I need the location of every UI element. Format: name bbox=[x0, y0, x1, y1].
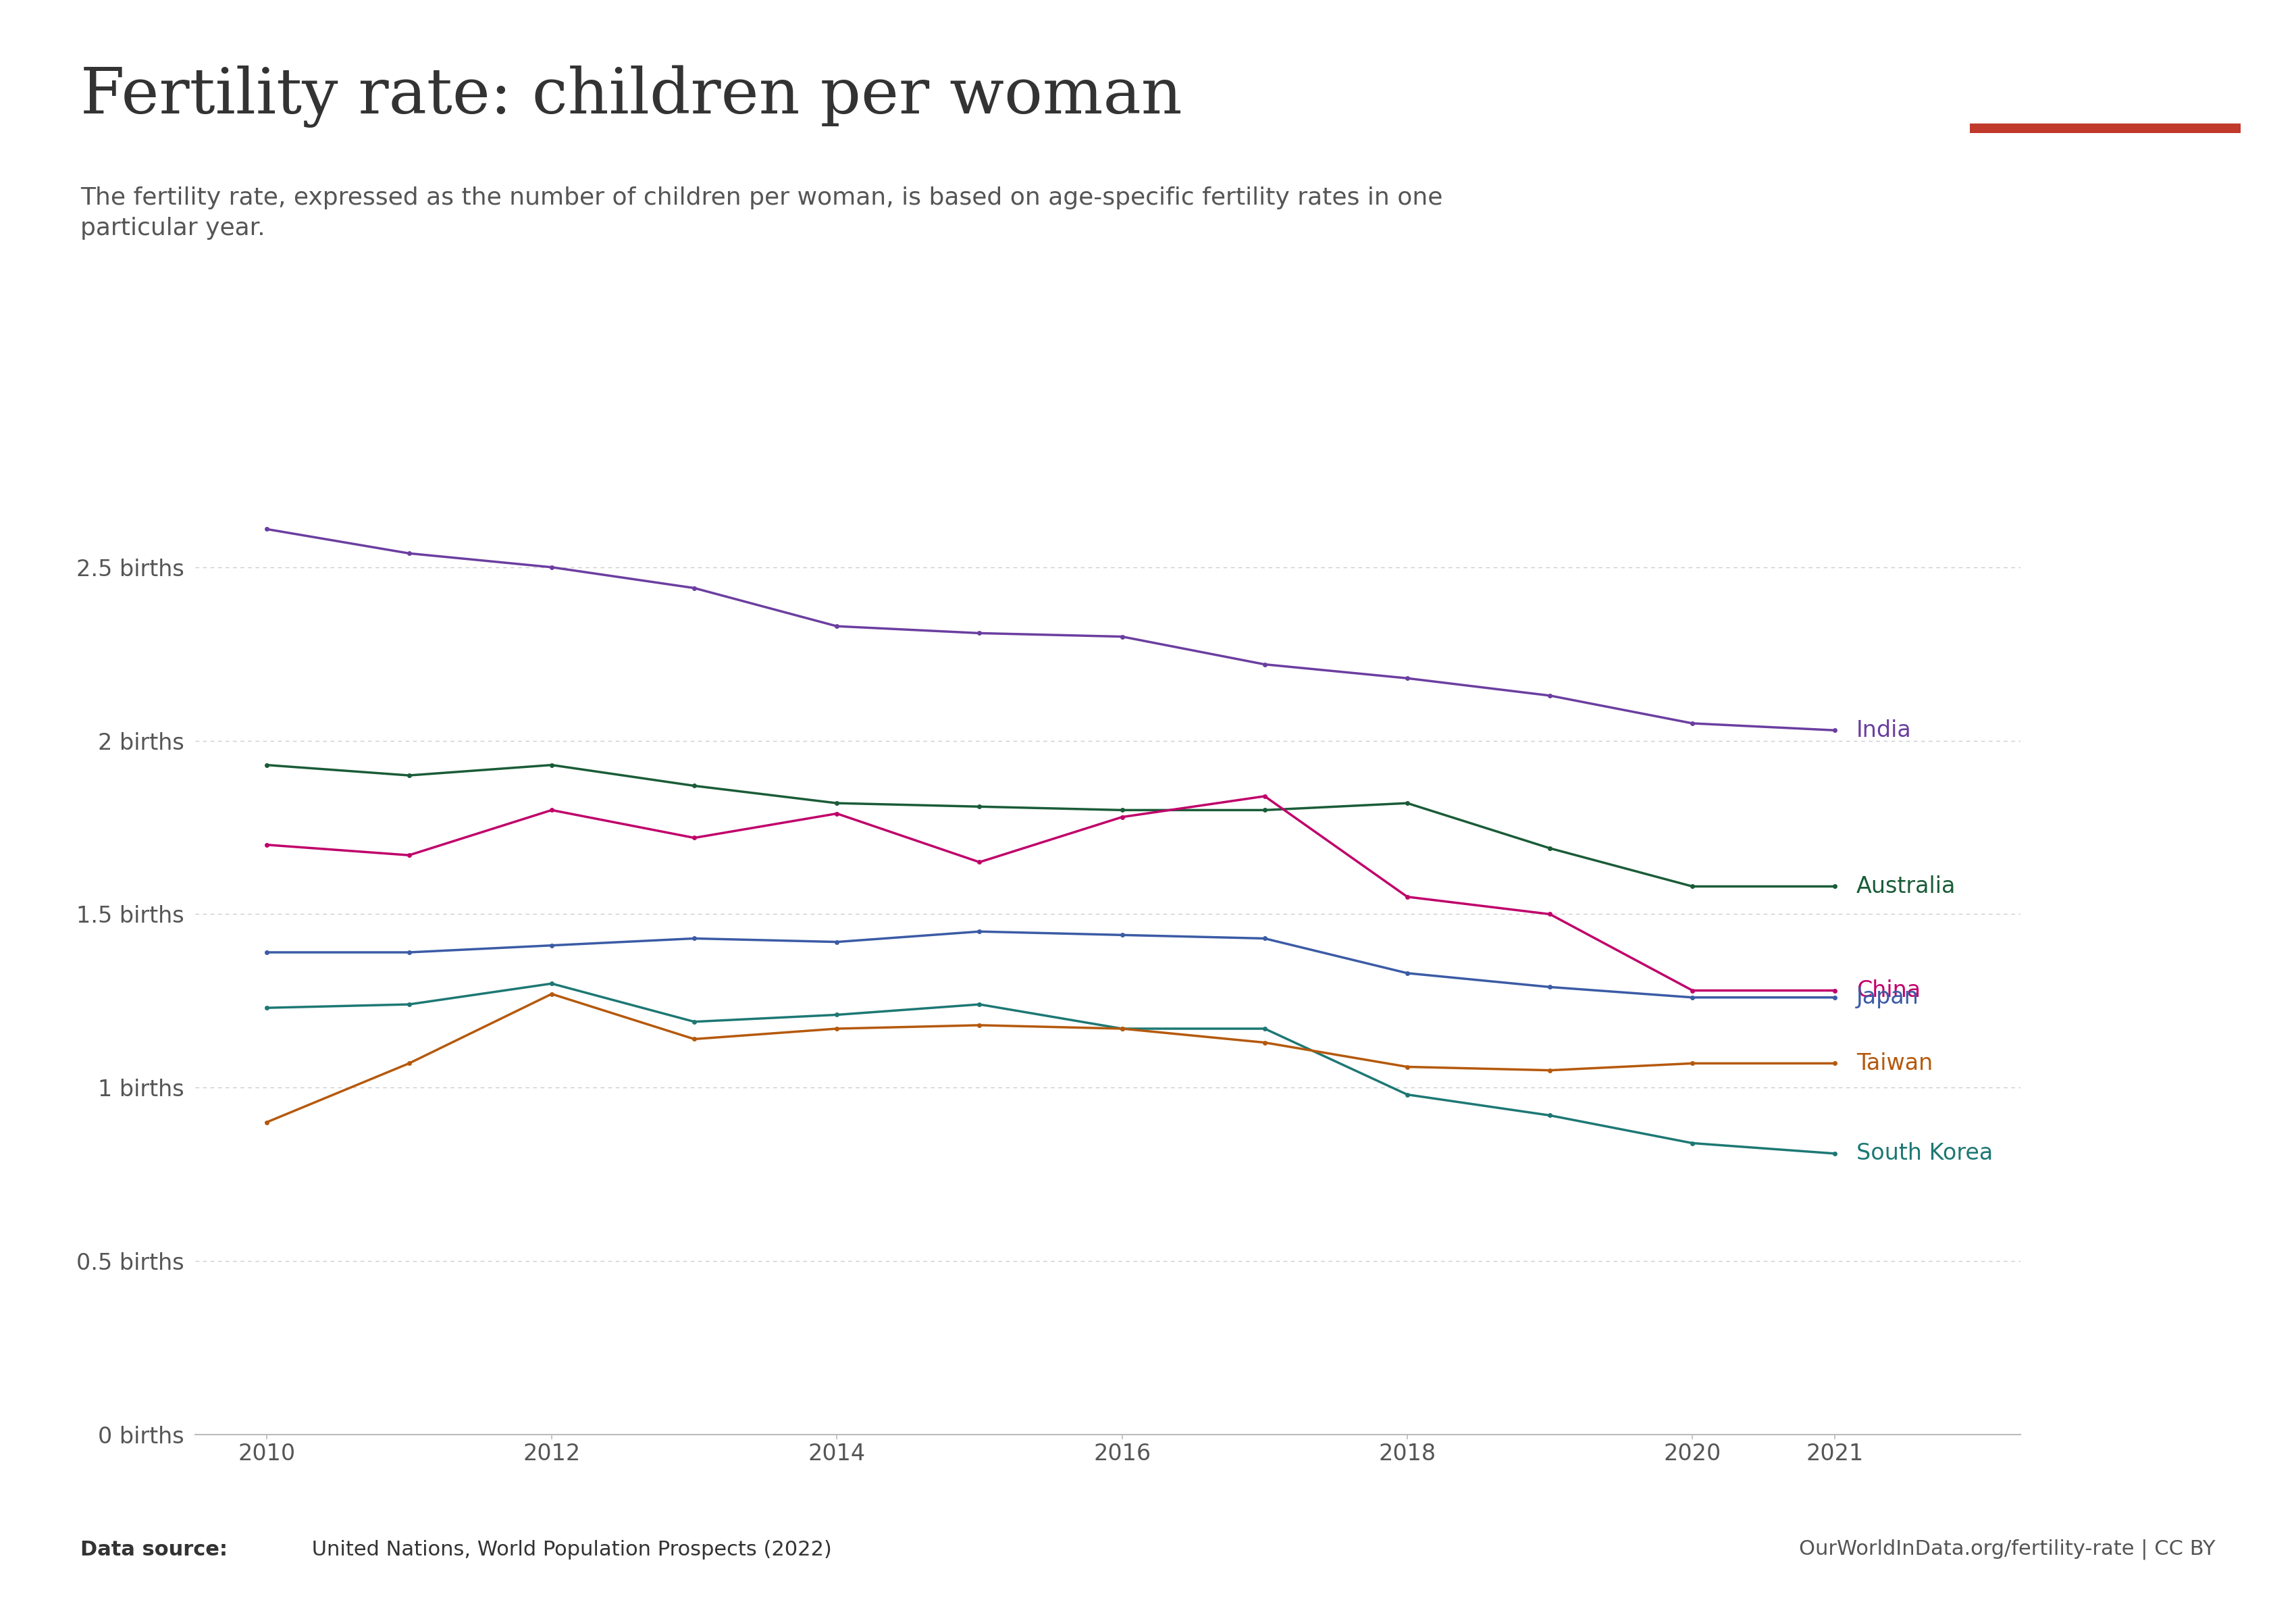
Text: India: India bbox=[1857, 720, 1913, 741]
Text: South Korea: South Korea bbox=[1857, 1143, 1993, 1165]
Text: Australia: Australia bbox=[1857, 875, 1956, 898]
Text: United Nations, World Population Prospects (2022): United Nations, World Population Prospec… bbox=[305, 1540, 831, 1559]
Bar bbox=[1970, 123, 2241, 133]
Text: The fertility rate, expressed as the number of children per woman, is based on a: The fertility rate, expressed as the num… bbox=[80, 186, 1442, 240]
Text: Fertility rate: children per woman: Fertility rate: children per woman bbox=[80, 65, 1182, 128]
Text: Our World
in Data: Our World in Data bbox=[2041, 41, 2170, 89]
Text: OurWorldInData.org/fertility-rate | CC BY: OurWorldInData.org/fertility-rate | CC B… bbox=[1800, 1538, 2216, 1559]
Text: China: China bbox=[1857, 979, 1922, 1002]
Text: Data source:: Data source: bbox=[80, 1540, 227, 1559]
Text: Japan: Japan bbox=[1857, 986, 1919, 1008]
Text: Taiwan: Taiwan bbox=[1857, 1052, 1933, 1075]
